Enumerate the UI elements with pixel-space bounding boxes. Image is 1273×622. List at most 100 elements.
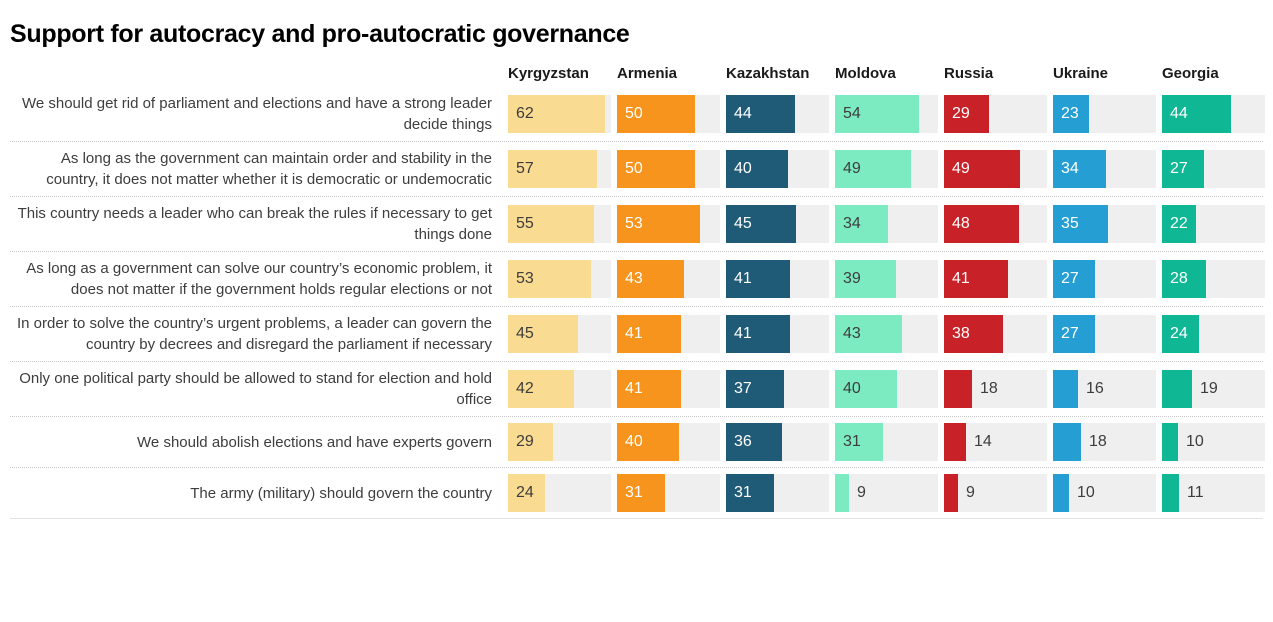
bar-track: 41 — [944, 260, 1047, 298]
bar-cell: 31 — [617, 474, 720, 512]
bar-value: 31 — [843, 433, 861, 450]
bar-track: 29 — [508, 423, 611, 461]
bar-ukraine — [1053, 370, 1078, 408]
bar-moldova — [835, 95, 919, 133]
bar-track: 41 — [617, 370, 720, 408]
bar-value: 31 — [734, 484, 752, 501]
bar-value: 48 — [952, 215, 970, 232]
row-label: As long as the government can maintain o… — [46, 150, 492, 188]
bar-armenia — [617, 370, 681, 408]
bar-kazakhstan — [726, 150, 788, 188]
bar-track: 31 — [617, 474, 720, 512]
bar-value: 40 — [843, 380, 861, 397]
bar-value: 9 — [966, 484, 975, 501]
bar-value: 43 — [625, 270, 643, 287]
bar-cell: 34 — [835, 205, 938, 243]
bar-value: 27 — [1061, 325, 1079, 342]
bar-kazakhstan — [726, 315, 790, 353]
bar-value: 40 — [625, 433, 643, 450]
bar-track: 45 — [726, 205, 829, 243]
bar-value: 34 — [843, 215, 861, 232]
bar-value: 41 — [625, 380, 643, 397]
bar-track: 45 — [508, 315, 611, 353]
bar-value: 27 — [1170, 160, 1188, 177]
bar-value: 43 — [843, 325, 861, 342]
bar-cell: 53 — [508, 260, 611, 298]
bar-value: 41 — [625, 325, 643, 342]
column-header-armenia: Armenia — [617, 65, 678, 82]
bar-georgia — [1162, 370, 1192, 408]
header-row: Kyrgyzstan Armenia Kazakhstan Moldova Russia… — [10, 65, 1263, 87]
bar-cell: 37 — [726, 370, 829, 408]
bar-cell: 18 — [944, 370, 1047, 408]
bar-kyrgyzstan — [508, 260, 591, 298]
bar-value: 14 — [974, 433, 992, 450]
bar-armenia — [617, 95, 695, 133]
bar-cell: 50 — [617, 95, 720, 133]
bar-track: 44 — [1162, 95, 1265, 133]
bar-track: 50 — [617, 150, 720, 188]
bar-value: 29 — [952, 105, 970, 122]
bar-track: 9 — [944, 474, 1047, 512]
bar-value: 23 — [1061, 105, 1079, 122]
bar-track: 43 — [835, 315, 938, 353]
bar-track: 24 — [508, 474, 611, 512]
bar-value: 35 — [1061, 215, 1079, 232]
bar-moldova — [835, 315, 902, 353]
bar-cell: 19 — [1162, 370, 1265, 408]
bar-value: 53 — [516, 270, 534, 287]
bar-cell: 44 — [1162, 95, 1265, 133]
bar-track: 27 — [1162, 150, 1265, 188]
bar-value: 49 — [952, 160, 970, 177]
bar-cell: 35 — [1053, 205, 1156, 243]
bar-armenia — [617, 205, 700, 243]
bar-cell: 40 — [726, 150, 829, 188]
bar-track: 53 — [508, 260, 611, 298]
bar-track: 28 — [1162, 260, 1265, 298]
bar-value: 27 — [1061, 270, 1079, 287]
bar-value: 44 — [1170, 105, 1188, 122]
bar-cell: 10 — [1162, 423, 1265, 461]
bar-moldova — [835, 423, 883, 461]
bar-value: 54 — [843, 105, 861, 122]
bar-track: 9 — [835, 474, 938, 512]
bar-kyrgyzstan — [508, 370, 574, 408]
bar-track: 11 — [1162, 474, 1265, 512]
chart-row: As long as the government can maintain o… — [10, 142, 1265, 197]
bar-value: 41 — [952, 270, 970, 287]
bar-track: 10 — [1053, 474, 1156, 512]
bar-value: 19 — [1200, 380, 1218, 397]
bar-value: 40 — [734, 160, 752, 177]
bar-ukraine — [1053, 423, 1081, 461]
bar-armenia — [617, 150, 695, 188]
bar-cell: 23 — [1053, 95, 1156, 133]
bar-moldova — [835, 474, 849, 512]
bar-georgia — [1162, 474, 1179, 512]
chart-row: Only one political party should be allow… — [10, 362, 1265, 417]
chart-row: We should abolish elections and have exp… — [10, 417, 1265, 468]
bar-cell: 43 — [835, 315, 938, 353]
bar-cell: 10 — [1053, 474, 1156, 512]
bar-armenia — [617, 423, 679, 461]
bar-cell: 27 — [1053, 315, 1156, 353]
bar-track: 41 — [726, 260, 829, 298]
bar-kyrgyzstan — [508, 474, 545, 512]
bar-kyrgyzstan — [508, 205, 594, 243]
bar-value: 50 — [625, 105, 643, 122]
bar-russia — [944, 150, 1020, 188]
bar-track: 36 — [726, 423, 829, 461]
bar-russia — [944, 95, 989, 133]
bar-track: 14 — [944, 423, 1047, 461]
bar-cell: 54 — [835, 95, 938, 133]
bar-georgia — [1162, 260, 1206, 298]
bar-cell: 11 — [1162, 474, 1265, 512]
column-header-kyrgyzstan: Kyrgyzstan — [508, 65, 589, 82]
bar-cell: 41 — [726, 315, 829, 353]
bar-cell: 41 — [617, 370, 720, 408]
bar-cell: 9 — [835, 474, 938, 512]
bar-track: 35 — [1053, 205, 1156, 243]
bar-cell: 39 — [835, 260, 938, 298]
row-label: In order to solve the country’s urgent p… — [17, 315, 492, 353]
bar-cell: 49 — [835, 150, 938, 188]
bar-moldova — [835, 205, 888, 243]
